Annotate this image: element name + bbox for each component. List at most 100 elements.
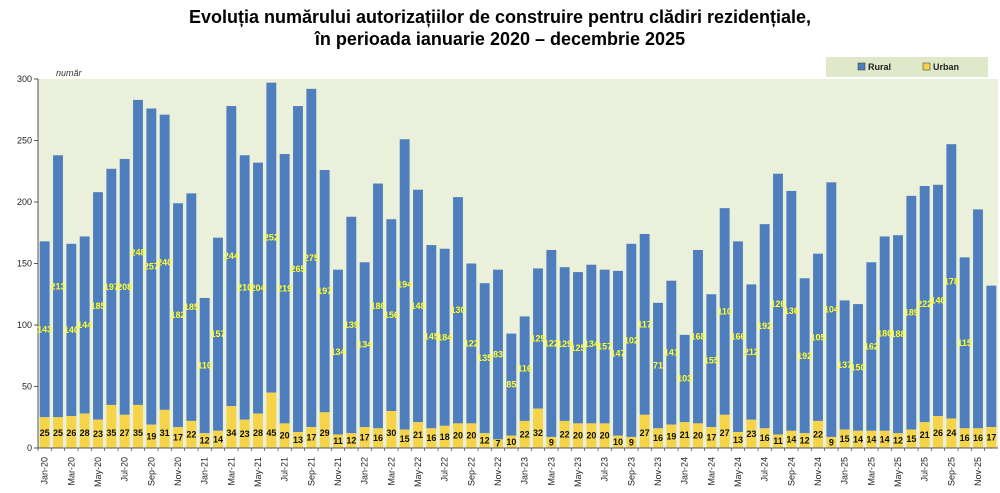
data-label-urban: 32 <box>533 428 543 438</box>
bar-urban <box>319 412 330 448</box>
data-label-rural: 219 <box>277 284 292 294</box>
bar-rural <box>959 257 970 429</box>
data-label-urban: 45 <box>266 428 276 438</box>
data-label-urban: 16 <box>960 433 970 443</box>
data-label-urban: 16 <box>760 433 770 443</box>
x-tick-label: May-23 <box>573 457 583 487</box>
bar-rural <box>599 269 610 424</box>
data-label-rural: 141 <box>664 348 679 358</box>
data-label-urban: 35 <box>133 428 143 438</box>
bar-urban <box>159 409 170 448</box>
data-label-rural: 102 <box>624 335 639 345</box>
chart-title: Evoluția numărului autorizațiilor de con… <box>0 6 1000 50</box>
data-label-urban: 21 <box>413 430 423 440</box>
x-tick-label: Nov-22 <box>493 457 503 486</box>
bar-urban <box>719 414 730 448</box>
data-label-rural: 240 <box>157 257 172 267</box>
data-label-urban: 14 <box>866 434 876 444</box>
x-tick-label: Jan-22 <box>360 457 370 485</box>
data-label-urban: 11 <box>333 436 343 446</box>
data-label-urban: 19 <box>146 431 156 441</box>
data-label-urban: 12 <box>346 436 356 446</box>
data-label-rural: 134 <box>584 339 599 349</box>
bar-rural <box>399 139 410 430</box>
data-label-urban: 22 <box>813 429 823 439</box>
bar-urban <box>586 423 597 448</box>
data-label-rural: 147 <box>610 348 625 358</box>
y-tick-label: 150 <box>17 259 32 269</box>
data-label-urban: 25 <box>53 428 63 438</box>
bar-rural <box>906 195 917 430</box>
bar-urban <box>666 424 677 448</box>
bar-urban <box>53 417 63 448</box>
x-tick-label: Jul-21 <box>280 457 290 482</box>
x-tick-label: Nov-25 <box>973 457 983 486</box>
x-tick-label: Nov-20 <box>173 457 183 486</box>
data-label-urban: 19 <box>666 431 676 441</box>
bar-urban <box>293 432 303 448</box>
chart-title-line2: în perioada ianuarie 2020 – decembrie 20… <box>314 29 686 49</box>
data-label-rural: 134 <box>330 347 345 357</box>
legend-box <box>826 57 988 77</box>
data-label-rural: 185 <box>90 301 105 311</box>
data-label-urban: 31 <box>160 428 170 438</box>
bar-rural <box>533 268 543 409</box>
bar-urban <box>439 425 450 448</box>
bar-rural <box>119 158 130 415</box>
data-label-urban: 21 <box>920 430 930 440</box>
y-tick-label: 200 <box>17 197 32 207</box>
bar-urban <box>186 420 197 448</box>
bar-rural <box>333 269 343 435</box>
bar-urban <box>373 428 383 448</box>
x-tick-label: Jan-25 <box>840 457 850 485</box>
bar-rural <box>66 243 77 417</box>
bar-rural <box>919 186 930 423</box>
bar-urban <box>653 428 663 448</box>
data-label-rural: 275 <box>304 253 319 263</box>
x-tick-label: Nov-21 <box>333 457 343 486</box>
bar-urban <box>346 433 357 448</box>
bar-rural <box>653 302 663 429</box>
bar-rural <box>986 285 997 428</box>
data-label-urban: 15 <box>840 434 850 444</box>
data-label-urban: 35 <box>106 428 116 438</box>
data-label-urban: 17 <box>986 433 996 443</box>
data-label-urban: 13 <box>293 435 303 445</box>
data-label-rural: 140 <box>930 295 945 305</box>
bar-urban <box>599 423 610 448</box>
data-label-rural: 210 <box>237 282 252 292</box>
data-label-rural: 103 <box>677 374 692 384</box>
bar-rural <box>839 300 850 430</box>
bar-urban <box>959 428 970 448</box>
bar-rural <box>279 154 290 424</box>
data-label-urban: 22 <box>186 429 196 439</box>
bar-urban <box>773 434 783 448</box>
bar-rural <box>253 162 263 414</box>
data-label-rural: 150 <box>850 362 865 372</box>
bar-rural <box>493 269 503 440</box>
bar-urban <box>213 430 223 448</box>
data-label-rural: 117 <box>637 319 652 329</box>
bar-urban <box>226 406 237 448</box>
data-label-urban: 12 <box>800 436 810 446</box>
chart-title-line1: Evoluția numărului autorizațiilor de con… <box>188 7 812 27</box>
data-label-urban: 14 <box>213 434 223 444</box>
bar-rural <box>426 245 437 429</box>
data-label-rural: 85 <box>506 380 516 390</box>
bar-rural <box>239 155 250 420</box>
bar-rural <box>879 236 890 431</box>
x-tick-label: Mar-21 <box>226 457 236 486</box>
x-tick-label: Jul-20 <box>120 457 130 482</box>
data-label-rural: 83 <box>493 350 503 360</box>
bar-rural <box>759 224 770 429</box>
bar-rural <box>613 270 623 436</box>
bar-rural <box>786 190 797 431</box>
bar-urban <box>519 420 530 448</box>
bar-rural <box>466 263 477 424</box>
bar-rural <box>359 262 370 428</box>
data-label-urban: 20 <box>280 431 290 441</box>
data-label-rural: 157 <box>210 329 225 339</box>
x-tick-label: Jul-22 <box>440 457 450 482</box>
data-label-urban: 23 <box>746 429 756 439</box>
